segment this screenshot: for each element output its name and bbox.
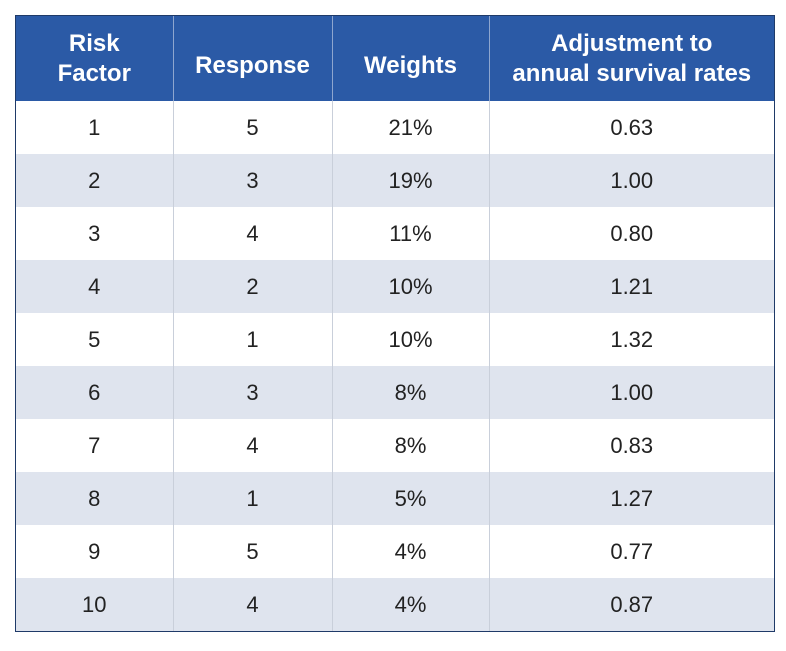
risk-factor-cell: 9: [16, 525, 173, 578]
header-adjustment-line1: Adjustment to: [551, 29, 713, 57]
header-row: Risk Factor Response Weights Adjustment …: [16, 16, 774, 101]
table-body: 1 5 21% 0.63 2 3 19% 1.00 3 4 11% 0.80 4 2 10% 1.21 5 1 10…: [16, 101, 774, 631]
adjustment-cell: 0.87: [488, 578, 774, 631]
adjustment-cell: 0.83: [488, 419, 774, 472]
response-cell: 4: [172, 578, 332, 631]
header-response-label: Response: [195, 51, 310, 79]
table-row: 2 3 19% 1.00: [16, 154, 774, 207]
weights-cell: 8%: [331, 366, 489, 419]
header-risk-factor: Risk Factor: [16, 16, 173, 101]
response-cell: 3: [172, 154, 332, 207]
data-table: Risk Factor Response Weights Adjustment …: [16, 16, 774, 631]
adjustment-cell: 1.21: [488, 260, 774, 313]
response-cell: 1: [172, 472, 332, 525]
adjustment-cell: 1.00: [488, 154, 774, 207]
adjustment-cell: 0.80: [488, 207, 774, 260]
response-cell: 5: [172, 525, 332, 578]
risk-factor-table: Risk Factor Response Weights Adjustment …: [15, 15, 775, 632]
table-row: 1 5 21% 0.63: [16, 101, 774, 154]
risk-factor-cell: 3: [16, 207, 173, 260]
risk-factor-cell: 2: [16, 154, 173, 207]
weights-cell: 11%: [331, 207, 489, 260]
weights-cell: 5%: [331, 472, 489, 525]
weights-cell: 21%: [331, 101, 489, 154]
weights-cell: 4%: [331, 525, 489, 578]
table-row: 3 4 11% 0.80: [16, 207, 774, 260]
adjustment-cell: 0.77: [488, 525, 774, 578]
table-row: 8 1 5% 1.27: [16, 472, 774, 525]
table-row: 10 4 4% 0.87: [16, 578, 774, 631]
risk-factor-cell: 5: [16, 313, 173, 366]
risk-factor-cell: 7: [16, 419, 173, 472]
response-cell: 2: [172, 260, 332, 313]
risk-factor-cell: 10: [16, 578, 173, 631]
adjustment-cell: 1.00: [488, 366, 774, 419]
header-risk-factor-line2: Factor: [57, 59, 131, 87]
header-adjustment: Adjustment to annual survival rates: [488, 16, 774, 101]
header-adjustment-line2: annual survival rates: [512, 59, 752, 87]
response-cell: 5: [172, 101, 332, 154]
risk-factor-cell: 6: [16, 366, 173, 419]
response-cell: 3: [172, 366, 332, 419]
header-risk-factor-line1: Risk: [68, 29, 120, 57]
header-response: Response: [172, 16, 332, 101]
risk-factor-cell: 4: [16, 260, 173, 313]
response-cell: 4: [172, 419, 332, 472]
table-row: 6 3 8% 1.00: [16, 366, 774, 419]
table-row: 4 2 10% 1.21: [16, 260, 774, 313]
table-row: 7 4 8% 0.83: [16, 419, 774, 472]
weights-cell: 10%: [331, 313, 489, 366]
weights-cell: 10%: [331, 260, 489, 313]
header-weights: Weights: [331, 16, 489, 101]
adjustment-cell: 0.63: [488, 101, 774, 154]
weights-cell: 19%: [331, 154, 489, 207]
table-row: 5 1 10% 1.32: [16, 313, 774, 366]
response-cell: 1: [172, 313, 332, 366]
header-weights-label: Weights: [364, 51, 457, 79]
weights-cell: 4%: [331, 578, 489, 631]
response-cell: 4: [172, 207, 332, 260]
adjustment-cell: 1.32: [488, 313, 774, 366]
risk-factor-cell: 1: [16, 101, 173, 154]
adjustment-cell: 1.27: [488, 472, 774, 525]
risk-factor-cell: 8: [16, 472, 173, 525]
table-row: 9 5 4% 0.77: [16, 525, 774, 578]
weights-cell: 8%: [331, 419, 489, 472]
table-header: Risk Factor Response Weights Adjustment …: [16, 16, 774, 101]
